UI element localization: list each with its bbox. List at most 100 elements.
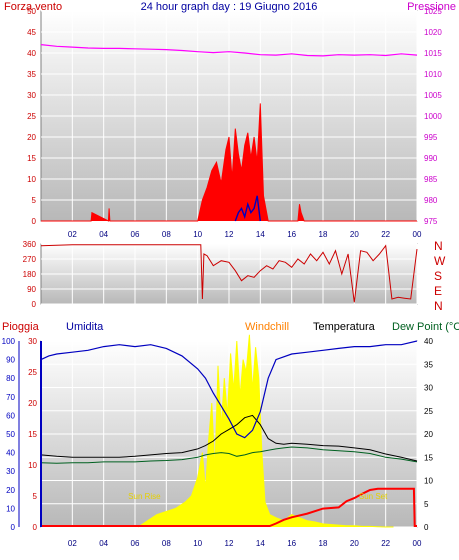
solar-series <box>137 334 394 528</box>
direction-tick-label: 180 <box>23 270 37 279</box>
temperature-x-tick-label: 14 <box>256 539 265 548</box>
wind-tick-label: 40 <box>27 49 36 58</box>
direction-series <box>40 244 418 303</box>
wind-tick-label: 10 <box>27 175 36 184</box>
wind-gust-series <box>234 195 261 222</box>
rain-tick-label: 20 <box>28 399 37 408</box>
wind-tick-label: 15 <box>27 154 36 163</box>
pressure-tick-label: 975 <box>424 217 438 226</box>
temperature-x-tick-label: 10 <box>193 539 202 548</box>
compass-letter: E <box>434 284 442 298</box>
pressure-tick-label: 1005 <box>424 91 442 100</box>
humidity-tick-label: 0 <box>11 523 16 532</box>
dew-point-series <box>40 446 418 464</box>
legend-dew-point: Dew Point (°C <box>392 321 459 333</box>
legend-humidity: Umidita <box>66 321 104 333</box>
temperature-tick-label: 25 <box>424 407 433 416</box>
wind-tick-label: 35 <box>27 70 36 79</box>
humidity-y-axis-ticks: 0 10 20 30 40 50 60 70 80 90 100 <box>2 337 16 532</box>
temperature-series <box>40 414 418 462</box>
legend-temperature: Temperatura <box>313 321 376 333</box>
temperature-tick-label: 5 <box>424 500 429 509</box>
pressure-tick-label: 1010 <box>424 70 442 79</box>
pressure-tick-label: 1015 <box>424 49 442 58</box>
rain-y-axis-ticks: 0 5 10 15 20 25 30 <box>28 337 37 532</box>
humidity-tick-label: 90 <box>6 356 15 365</box>
sun-set-annotation: Sun Set <box>359 492 388 501</box>
pressure-tick-label: 1000 <box>424 112 442 121</box>
pressure-series <box>40 44 418 57</box>
temperature-x-tick-label: 20 <box>350 539 359 548</box>
wind-x-tick-label: 10 <box>193 230 202 239</box>
temperature-x-tick-label: 02 <box>68 539 77 548</box>
rain-tick-label: 10 <box>28 461 37 470</box>
humidity-tick-label: 70 <box>6 393 15 402</box>
temperature-x-tick-label: 12 <box>225 539 234 548</box>
temperature-tick-label: 20 <box>424 430 433 439</box>
compass-letter: S <box>434 269 442 283</box>
wind-x-tick-label: 22 <box>381 230 390 239</box>
wind-x-tick-label: 00 <box>413 230 422 239</box>
chart-title: 24 hour graph day : 19 Giugno 2016 <box>141 1 318 13</box>
temperature-x-tick-label: 00 <box>413 539 422 548</box>
compass-letter: N <box>434 239 443 253</box>
wind-tick-label: 50 <box>27 7 36 16</box>
wind-x-tick-label: 20 <box>350 230 359 239</box>
humidity-tick-label: 40 <box>6 449 15 458</box>
wind-x-axis-ticks: 02 04 06 08 10 12 14 16 18 20 22 00 <box>68 230 422 239</box>
humidity-tick-label: 80 <box>6 374 15 383</box>
wind-tick-label: 0 <box>32 217 37 226</box>
compass-letter: N <box>434 299 443 313</box>
direction-tick-label: 270 <box>23 255 37 264</box>
pressure-tick-label: 1020 <box>424 28 442 37</box>
wind-y-axis-ticks: 0 5 10 15 20 25 30 35 40 45 50 <box>27 7 36 226</box>
rain-tick-label: 25 <box>28 368 37 377</box>
humidity-tick-label: 50 <box>6 430 15 439</box>
direction-tick-label: 0 <box>32 300 37 309</box>
temperature-x-axis-ticks: 02 04 06 08 10 12 14 16 18 20 22 00 <box>68 539 422 548</box>
wind-tick-label: 20 <box>27 133 36 142</box>
direction-gridlines <box>41 243 418 305</box>
temperature-panel: Sun Rise Sun Set 0 5 10 15 20 25 30 0 10 20 30 40 5… <box>2 321 459 548</box>
pressure-tick-label: 995 <box>424 133 438 142</box>
wind-x-tick-label: 18 <box>319 230 328 239</box>
temperature-x-tick-label: 06 <box>131 539 140 548</box>
humidity-tick-label: 60 <box>6 411 15 420</box>
wind-axis-label: Forza vento <box>4 1 62 13</box>
humidity-series <box>40 340 418 439</box>
wind-x-tick-label: 12 <box>225 230 234 239</box>
humidity-tick-label: 30 <box>6 467 15 476</box>
rain-tick-label: 5 <box>33 492 38 501</box>
wind-x-tick-label: 14 <box>256 230 265 239</box>
rain-series <box>41 487 417 527</box>
temperature-x-tick-label: 18 <box>319 539 328 548</box>
temperature-tick-label: 35 <box>424 360 433 369</box>
temperature-x-tick-label: 16 <box>287 539 296 548</box>
legend-windchill: Windchill <box>245 321 289 333</box>
wind-x-tick-label: 16 <box>287 230 296 239</box>
wind-x-tick-label: 08 <box>162 230 171 239</box>
pressure-axis-label: Pressione <box>407 1 456 13</box>
direction-tick-label: 360 <box>23 240 37 249</box>
temperature-tick-label: 10 <box>424 477 433 486</box>
temperature-y-axis-ticks: 0 5 10 15 20 25 30 35 40 <box>424 337 433 532</box>
temperature-tick-label: 0 <box>424 523 429 532</box>
wind-tick-label: 45 <box>27 28 36 37</box>
temperature-tick-label: 30 <box>424 384 433 393</box>
pressure-tick-label: 985 <box>424 175 438 184</box>
compass-letter: W <box>434 254 446 268</box>
humidity-tick-label: 10 <box>6 504 15 513</box>
pressure-tick-label: 990 <box>424 154 438 163</box>
wind-tick-label: 25 <box>27 112 36 121</box>
wind-x-tick-label: 06 <box>131 230 140 239</box>
wind-x-tick-label: 02 <box>68 230 77 239</box>
sun-rise-annotation: Sun Rise <box>128 492 161 501</box>
temperature-x-tick-label: 04 <box>99 539 108 548</box>
wind-tick-label: 30 <box>27 91 36 100</box>
rain-tick-label: 0 <box>33 523 38 532</box>
direction-y-axis-ticks: 0 90 180 270 360 <box>23 240 37 309</box>
rain-tick-label: 15 <box>28 430 37 439</box>
